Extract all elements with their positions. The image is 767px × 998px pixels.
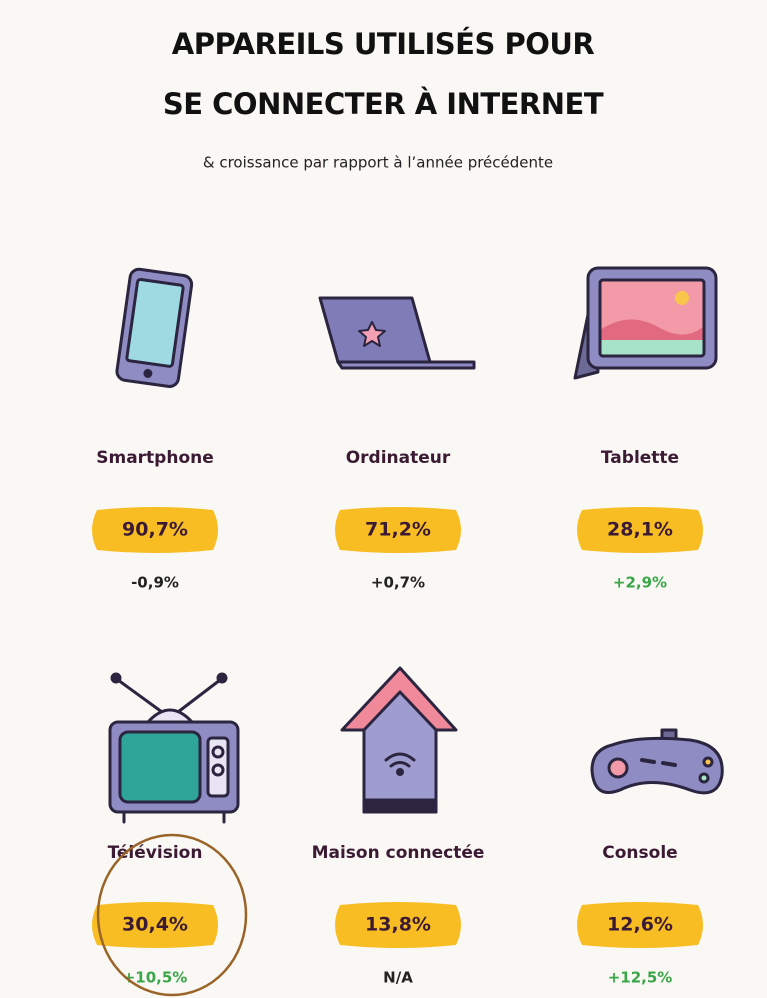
growth-value: +10,5% bbox=[123, 969, 188, 987]
share-pill bbox=[335, 507, 461, 553]
tablet-icon bbox=[573, 266, 718, 380]
device-label: Ordinateur bbox=[346, 448, 451, 468]
device-label: Smartphone bbox=[96, 448, 214, 468]
share-pill bbox=[577, 507, 703, 553]
title-line: SE CONNECTER À INTERNET bbox=[163, 87, 604, 121]
smartphone-icon bbox=[115, 267, 194, 388]
share-pill bbox=[335, 902, 461, 948]
growth-value: -0,9% bbox=[131, 574, 179, 592]
share-value: 28,1% bbox=[607, 519, 673, 541]
share-pill bbox=[92, 902, 218, 948]
device-label: Console bbox=[602, 843, 677, 863]
laptop-icon bbox=[318, 296, 476, 370]
share-value: 13,8% bbox=[365, 914, 431, 936]
share-pill bbox=[92, 507, 218, 553]
subtitle: & croissance par rapport à l’année précé… bbox=[203, 154, 553, 172]
tv-icon bbox=[108, 672, 240, 824]
growth-value: +2,9% bbox=[613, 574, 667, 592]
growth-value: +0,7% bbox=[371, 574, 425, 592]
share-value: 90,7% bbox=[122, 519, 188, 541]
device-list: Smartphone 90,7% -0,9% Ordinateur 71,2% +0,7%… bbox=[92, 448, 703, 987]
device-label: Maison connectée bbox=[312, 843, 485, 863]
device-label: Télévision bbox=[108, 843, 203, 863]
share-value: 71,2% bbox=[365, 519, 431, 541]
share-pill bbox=[577, 902, 703, 948]
house-icon bbox=[340, 666, 458, 814]
share-value: 12,6% bbox=[607, 914, 673, 936]
growth-value: N/A bbox=[383, 969, 413, 987]
device-label: Tablette bbox=[601, 448, 679, 468]
console-icon bbox=[590, 728, 724, 795]
growth-value: +12,5% bbox=[608, 969, 673, 987]
share-value: 30,4% bbox=[122, 914, 188, 936]
title-line: APPAREILS UTILISÉS POUR bbox=[172, 27, 595, 61]
highlight-circle bbox=[96, 833, 248, 997]
